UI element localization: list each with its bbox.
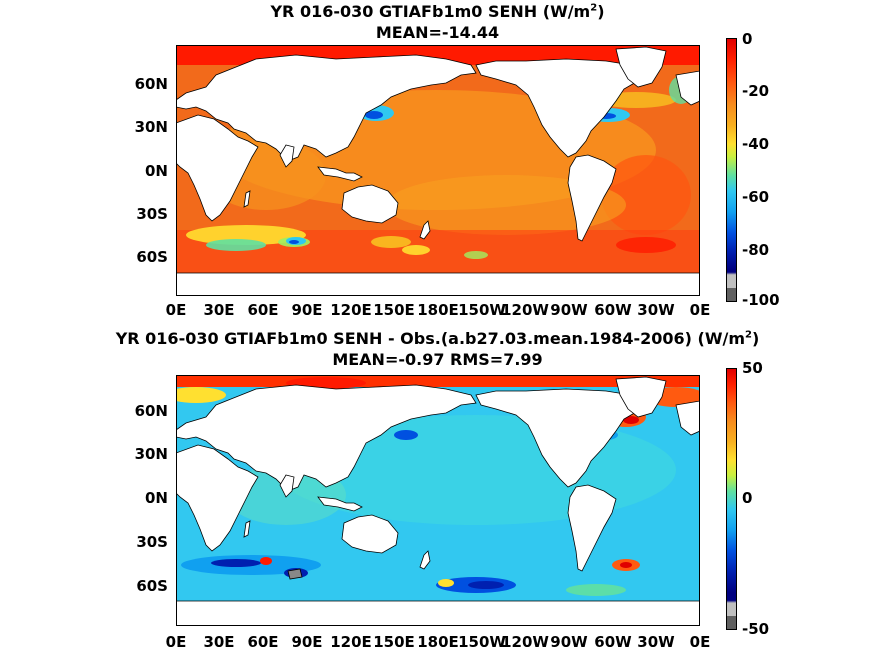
title-text-end: ) xyxy=(751,329,760,348)
lon-tick: 0E xyxy=(165,301,187,319)
antarctica xyxy=(176,272,700,296)
lat-tick: 30N xyxy=(134,445,168,463)
title-superscript: 2 xyxy=(590,2,598,14)
lon-tick: 150E xyxy=(373,301,415,319)
europe-west xyxy=(675,70,700,106)
lon-tick: 60W xyxy=(594,633,632,651)
lon-tick: 30E xyxy=(203,301,235,319)
lat-tick: 0N xyxy=(145,162,168,180)
lat-tick: 60S xyxy=(136,577,168,595)
map-svg-top xyxy=(176,45,700,296)
colorbar-tick: -80 xyxy=(742,241,770,259)
australia xyxy=(341,184,399,224)
ocean-field xyxy=(176,45,700,296)
lon-tick: 90E xyxy=(291,633,323,651)
lon-tick: 30W xyxy=(637,633,675,651)
lon-ticks-bottom: 0E 30E 60E 90E 120E 150E 180E 150W 120W … xyxy=(150,634,730,652)
lon-tick: 150E xyxy=(373,633,415,651)
lon-tick: 180E xyxy=(417,633,459,651)
europe-west xyxy=(675,400,700,436)
continents xyxy=(176,376,700,626)
lon-tick: 90W xyxy=(550,301,588,319)
kerguelen xyxy=(287,568,303,580)
colorbar-top xyxy=(726,38,737,302)
lon-tick: 120E xyxy=(330,633,372,651)
lon-tick: 90E xyxy=(291,301,323,319)
colorbar-bottom xyxy=(726,368,737,630)
north-america xyxy=(475,388,647,488)
lat-tick: 30S xyxy=(136,533,168,551)
indonesia xyxy=(317,496,363,512)
indonesia xyxy=(317,166,363,182)
greenland xyxy=(615,46,667,88)
madagascar xyxy=(243,190,251,208)
colorbar-tick: -60 xyxy=(742,188,770,206)
map-title-top: YR 016-030 GTIAFb1m0 SENH (W/m2) xyxy=(0,2,875,21)
title-text-end: ) xyxy=(597,2,605,21)
lon-tick: 90W xyxy=(550,633,588,651)
lon-tick: 120W xyxy=(501,301,549,319)
new-zealand xyxy=(419,550,431,570)
lon-ticks-top: 0E 30E 60E 90E 120E 150E 180E 150W 120W … xyxy=(150,302,730,320)
map-stats-bottom: MEAN=-0.97 RMS=7.99 xyxy=(332,350,543,369)
colorbar-tick: -100 xyxy=(742,291,780,309)
lon-tick: 60E xyxy=(247,633,279,651)
india xyxy=(279,474,295,498)
antarctica xyxy=(176,600,700,626)
lat-tick: 30N xyxy=(134,118,168,136)
australia xyxy=(341,514,399,554)
new-zealand xyxy=(419,220,431,240)
greenland xyxy=(615,376,667,418)
lon-tick: 120E xyxy=(330,301,372,319)
lat-tick: 60N xyxy=(134,402,168,420)
lon-tick: 120W xyxy=(501,633,549,651)
title-text: YR 016-030 GTIAFb1m0 SENH (W/m xyxy=(270,2,591,21)
lon-tick: 0E xyxy=(689,633,711,651)
colorbar-tick: -40 xyxy=(742,135,770,153)
colorbar-tick: -20 xyxy=(742,82,770,100)
title-text: YR 016-030 GTIAFb1m0 SENH - Obs.(a.b27.0… xyxy=(115,329,746,348)
south-america xyxy=(567,484,617,572)
colorbar-tick: 50 xyxy=(742,359,763,377)
africa xyxy=(176,444,259,552)
africa xyxy=(176,114,259,222)
lat-tick: 60S xyxy=(136,248,168,266)
madagascar xyxy=(243,520,251,538)
lon-tick: 60W xyxy=(594,301,632,319)
colorbar-tick: -50 xyxy=(742,620,770,638)
continents xyxy=(176,46,700,296)
lon-tick: 0E xyxy=(689,301,711,319)
lon-tick: 30W xyxy=(637,301,675,319)
lat-tick: 60N xyxy=(134,75,168,93)
lon-tick: 30E xyxy=(203,633,235,651)
india xyxy=(279,144,295,168)
lat-tick: 30S xyxy=(136,205,168,223)
lon-tick: 0E xyxy=(165,633,187,651)
lon-tick: 60E xyxy=(247,301,279,319)
map-title-bottom: YR 016-030 GTIAFb1m0 SENH - Obs.(a.b27.0… xyxy=(0,329,875,348)
eurasia xyxy=(176,54,477,162)
map-mean-top: MEAN=-14.44 xyxy=(375,23,500,42)
lon-tick: 180E xyxy=(417,301,459,319)
colorbar-tick: 0 xyxy=(742,489,753,507)
title-superscript: 2 xyxy=(745,329,752,341)
lon-tick: 150W xyxy=(458,301,506,319)
map-panel-bottom xyxy=(176,375,700,626)
lat-tick: 0N xyxy=(145,489,168,507)
south-america xyxy=(567,154,617,242)
map-svg-bottom xyxy=(176,375,700,626)
map-panel-top xyxy=(176,45,700,296)
eurasia xyxy=(176,384,477,492)
lon-tick: 150W xyxy=(458,633,506,651)
north-america xyxy=(475,58,647,158)
colorbar-tick: 0 xyxy=(742,30,753,48)
